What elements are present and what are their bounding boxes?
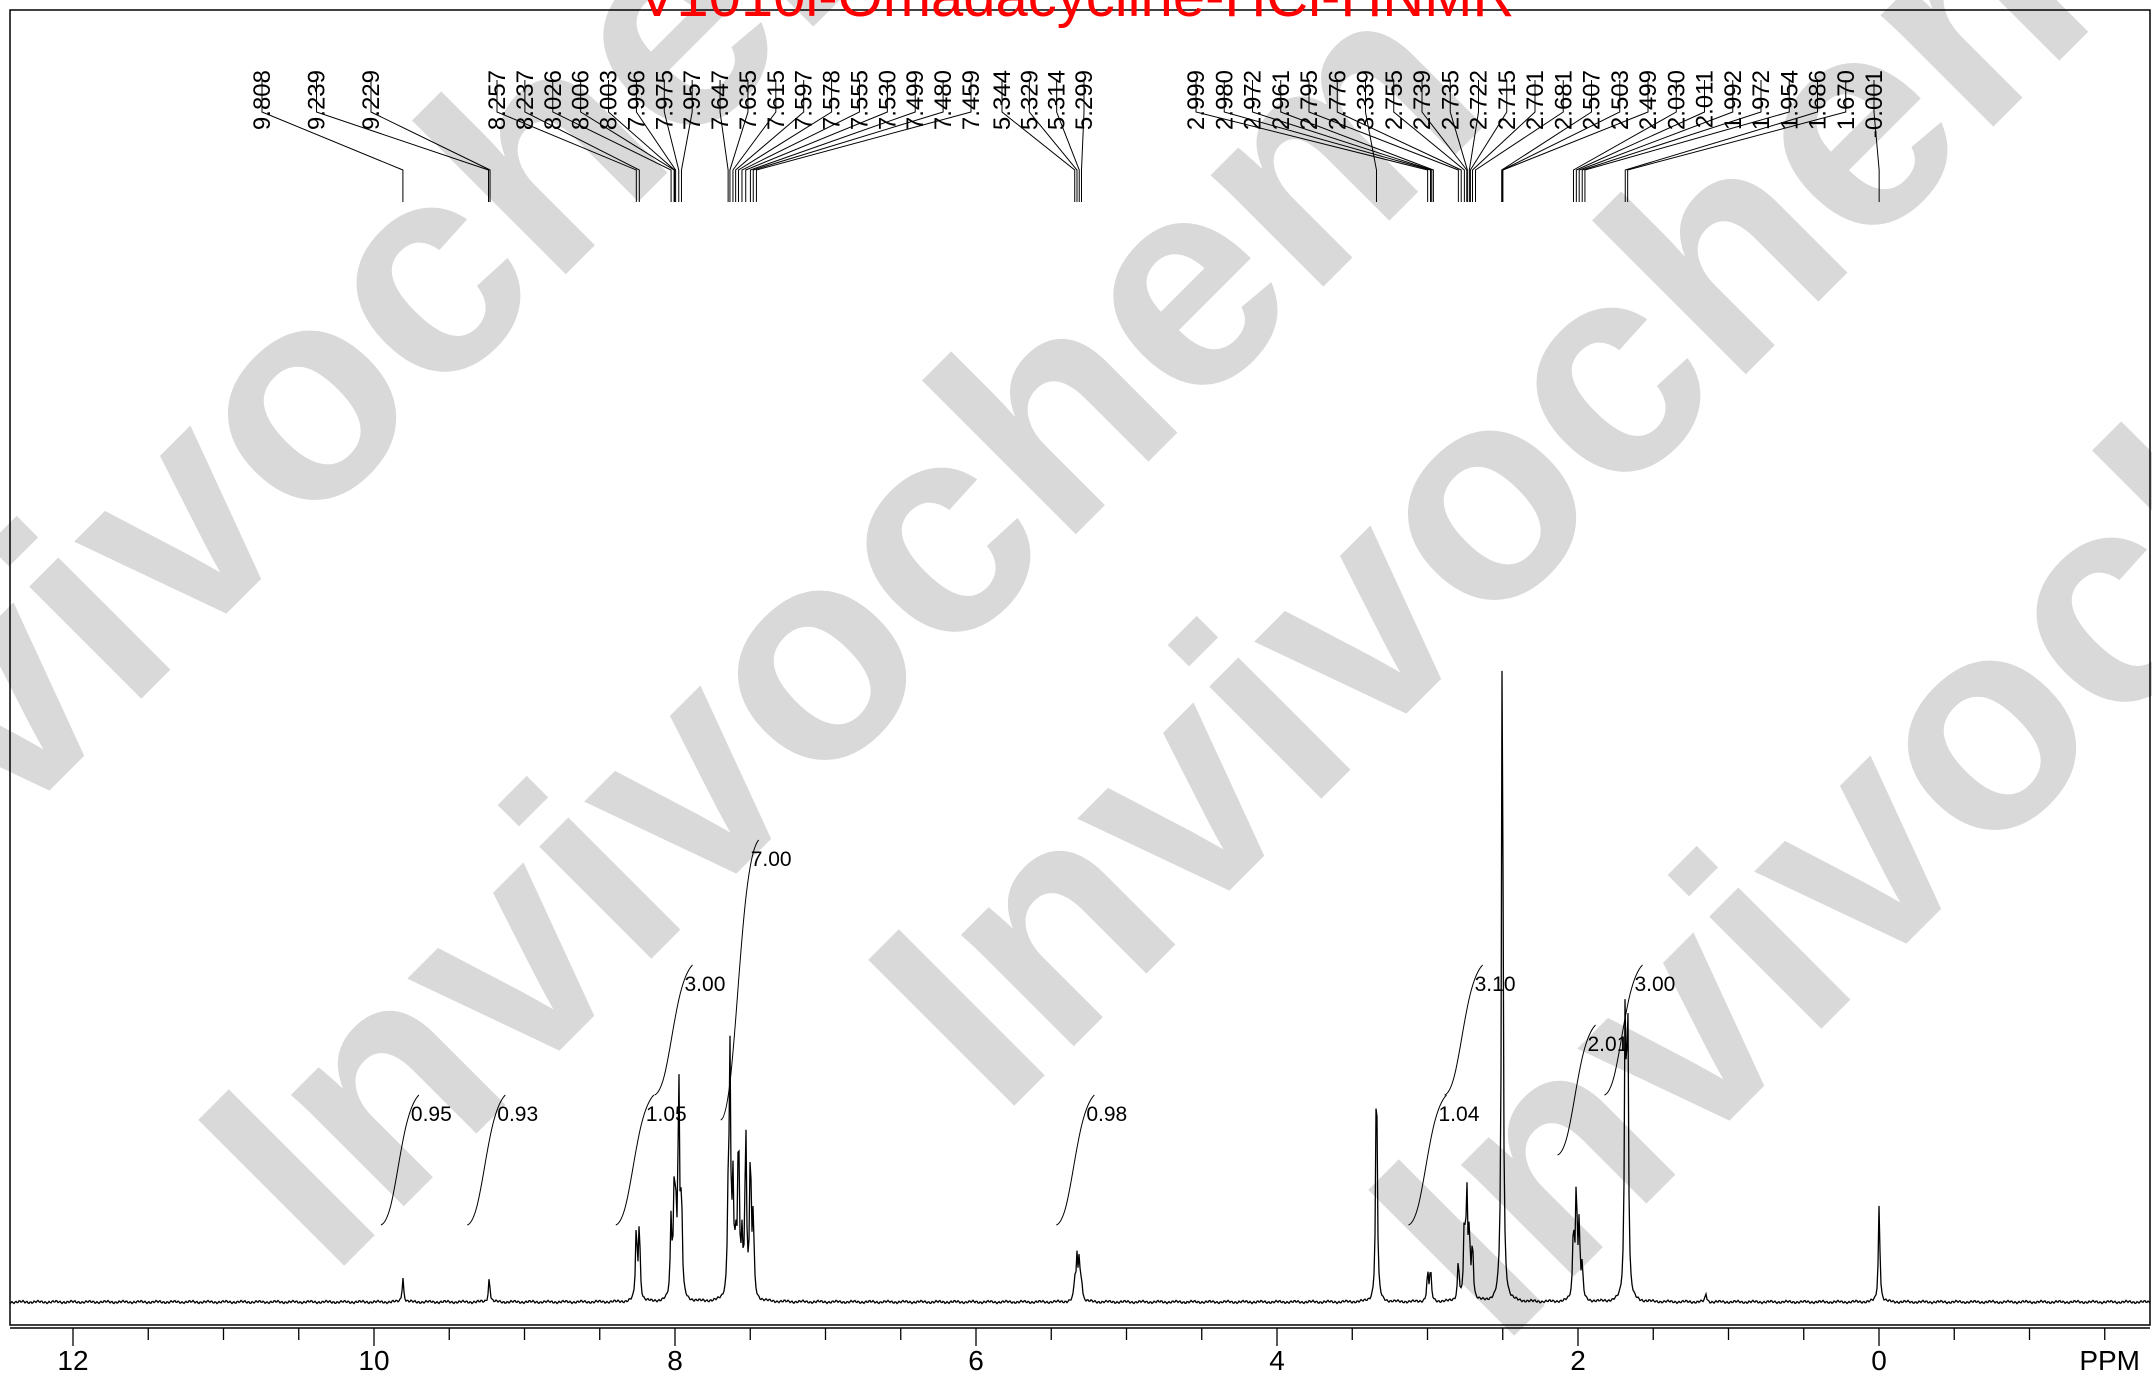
peak-leader-line (1195, 80, 1429, 202)
peak-leader-line (496, 80, 637, 202)
peak-leader-line (1471, 80, 1536, 202)
peak-leader-line (732, 80, 777, 202)
peak-leader-line (1572, 80, 1677, 202)
peak-leader-line (1223, 80, 1432, 202)
peak-leader-line (719, 80, 729, 202)
peak-leader-line (738, 80, 833, 202)
peak-leader-line (1081, 80, 1085, 202)
peak-leader-line (1028, 80, 1078, 202)
peak-leader-line (1624, 80, 1818, 202)
chart-title: V1010i-Omadacycline-HCl-HNMR (638, 0, 1515, 29)
integration-label: 1.04 (1439, 1103, 1480, 1126)
peak-leader-line (735, 80, 805, 202)
peak-leader-line (1308, 80, 1459, 202)
integration-curve (1557, 1024, 1596, 1156)
integration-label: 3.10 (1475, 973, 1516, 996)
x-tick-label: 6 (968, 1345, 984, 1376)
integration-label: 2.01 (1588, 1033, 1629, 1056)
peak-leader-line (261, 80, 404, 202)
peak-leader-line (1627, 80, 1847, 202)
integrations: 0.95 0.93 1.05 3.00 7.00 0.98 1.04 3.10 2.01 3.00 (380, 839, 1675, 1226)
peak-leader-line (1393, 80, 1465, 202)
integration-curve (1056, 1094, 1095, 1226)
x-axis-title: PPM (2079, 1345, 2140, 1376)
peak-leader-line (1056, 80, 1080, 202)
peak-leader-line (370, 80, 491, 202)
peak-leader-line (1501, 80, 1592, 202)
peak-leader-line (1578, 80, 1734, 202)
x-tick-label: 4 (1269, 1345, 1285, 1376)
peak-leader-line (1468, 80, 1479, 202)
peak-leader-line (752, 80, 944, 202)
integration-label: 3.00 (1634, 973, 1675, 996)
integration-curve (720, 839, 760, 1121)
peak-leader-line (1469, 80, 1508, 202)
peak-leader-line (1502, 80, 1649, 202)
peak-leader-line (1449, 80, 1468, 202)
spectrum-line (9, 670, 2151, 1305)
x-tick-label: 2 (1570, 1345, 1586, 1376)
plot-frame (9, 9, 2151, 1326)
peak-leader-line (316, 80, 490, 202)
peak-leader-line (1475, 80, 1564, 202)
integration-curve (467, 1094, 506, 1226)
peak-leader-line (1581, 80, 1762, 202)
integration-curve (380, 1094, 420, 1226)
peak-leader-line (1336, 80, 1462, 202)
peak-leader-line (749, 80, 916, 202)
integration-curve (654, 964, 693, 1096)
x-tick-label: 12 (57, 1345, 88, 1376)
peak-leader-line (663, 80, 680, 202)
integration-label: 7.00 (751, 848, 792, 871)
peak-leader-line (524, 80, 640, 202)
peak-leader-line (729, 80, 749, 202)
integration-label: 0.93 (497, 1103, 538, 1126)
peak-leader-line (745, 80, 888, 202)
peak-leader-line (1575, 80, 1705, 202)
integration-curve (1408, 1094, 1447, 1226)
peak-leader-line (755, 80, 972, 202)
integration-label: 1.05 (646, 1103, 687, 1126)
integration-label: 0.95 (411, 1103, 452, 1126)
integration-label: 0.98 (1086, 1103, 1127, 1126)
peak-leader-line (552, 80, 672, 202)
peak-leader-line (1421, 80, 1468, 202)
peak-leader-line (1501, 80, 1621, 202)
peak-leader-line (1873, 80, 1880, 202)
peak-leader-line (1365, 80, 1377, 202)
peak-leader-line (741, 80, 860, 202)
integration-label: 3.00 (685, 973, 726, 996)
integration-curve (615, 1094, 655, 1226)
peak-leader-line (1280, 80, 1434, 202)
integration-curve (1444, 964, 1483, 1096)
peak-leader-line (1584, 80, 1790, 202)
peak-leader-line (635, 80, 677, 202)
x-tick-label: 8 (667, 1345, 683, 1376)
peak-leader-line (608, 80, 676, 202)
x-tick-label: 10 (358, 1345, 389, 1376)
x-tick-label: 0 (1871, 1345, 1887, 1376)
x-axis: 12 10 8 6 4 2 0 PPM (10, 1327, 2150, 1376)
peak-leader-line (1001, 80, 1076, 202)
peak-labels: 9.808 9.239 9.229 8.257 8.237 8.026 8.006 8.003… (249, 70, 1888, 202)
integration-curve (1604, 964, 1643, 1096)
peak-leader-line (680, 80, 693, 202)
peak-leader-line (1252, 80, 1433, 202)
